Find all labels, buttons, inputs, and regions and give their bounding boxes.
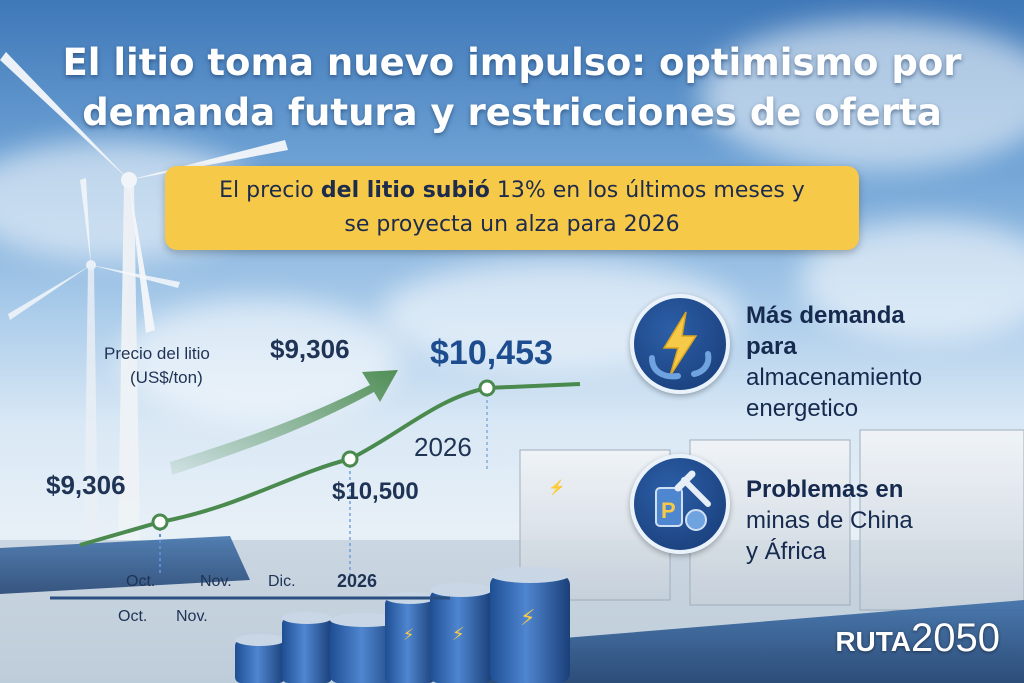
data-point-1 bbox=[151, 513, 169, 531]
x-tick-label: Nov. bbox=[200, 573, 232, 590]
callout-line-2: se proyecta un alza para 2026 bbox=[344, 212, 680, 237]
svg-text:⚡: ⚡ bbox=[548, 479, 565, 496]
headline: El litio toma nuevo impulso: optimismo p… bbox=[40, 38, 984, 138]
annotation-upper-value: $9,306 bbox=[270, 334, 350, 364]
feature-mining-line-3: y África bbox=[746, 538, 827, 565]
cloud bbox=[700, 20, 1024, 170]
brand-part-2: 2050 bbox=[911, 616, 1000, 660]
callout-text-a: El precio bbox=[219, 178, 314, 203]
svg-text:⚡: ⚡ bbox=[403, 625, 414, 644]
brand-part-1: RUTA bbox=[835, 626, 912, 657]
lightning-icon bbox=[630, 294, 730, 394]
feature-demand-bold-1: Más demanda bbox=[746, 302, 905, 329]
feature-mining-line-2: minas de China bbox=[746, 507, 913, 534]
battery-cells: ⚡ ⚡ ⚡ bbox=[235, 567, 570, 683]
data-point-3 bbox=[478, 379, 496, 397]
svg-text:⚡: ⚡ bbox=[452, 624, 465, 645]
y-axis-unit: (US$/ton) bbox=[130, 368, 203, 387]
point-label-2: $10,500 bbox=[332, 478, 419, 505]
feature-demand-text: Más demanda para almacenamiento energeti… bbox=[746, 300, 922, 424]
point-label-3: $10,453 bbox=[430, 334, 553, 372]
x-tick-label-lower: Nov. bbox=[176, 608, 208, 625]
callout-bold: del litio subió bbox=[320, 178, 490, 203]
feature-demand-line-3: almacenamiento bbox=[746, 364, 923, 391]
data-point-2 bbox=[341, 450, 359, 468]
trend-arrow bbox=[170, 370, 398, 475]
mining-tools-icon: P bbox=[630, 454, 730, 554]
callout-line-1: El precio del litio subió 13% en los últ… bbox=[165, 174, 859, 208]
brand-logo: RUTA2050 bbox=[835, 616, 1000, 661]
svg-text:P: P bbox=[661, 498, 676, 523]
headline-line-1: El litio toma nuevo impulso: optimismo p… bbox=[62, 41, 962, 84]
point-label-1: $9,306 bbox=[46, 470, 126, 500]
x-tick-label: Oct. bbox=[126, 573, 156, 590]
solar-panel bbox=[470, 600, 1024, 683]
annotation-year: 2026 bbox=[414, 432, 472, 462]
feature-mining-bold-1: Problemas en bbox=[746, 476, 904, 503]
headline-line-2: demanda futura y restricciones de oferta bbox=[82, 91, 942, 134]
x-tick-label: 2026 bbox=[337, 571, 378, 591]
feature-demand-line-4: energetico bbox=[746, 395, 859, 422]
feature-mining: P Problemas en minas de China y África bbox=[630, 452, 1010, 572]
feature-mining-text: Problemas en minas de China y África bbox=[746, 474, 913, 567]
price-callout: El precio del litio subió 13% en los últ… bbox=[165, 166, 859, 250]
callout-text-b: 13% en los últimos meses y bbox=[496, 178, 805, 203]
feature-demand-bold-2: para bbox=[746, 333, 797, 360]
y-axis-title: Precio del litio bbox=[104, 344, 210, 363]
svg-text:⚡: ⚡ bbox=[520, 606, 535, 631]
wind-turbine-icon bbox=[8, 178, 180, 540]
x-tick-label: Dic. bbox=[268, 573, 296, 590]
feature-demand: Más demanda para almacenamiento energeti… bbox=[630, 288, 1010, 428]
solar-panel bbox=[0, 536, 250, 594]
x-tick-label-lower: Oct. bbox=[118, 608, 148, 625]
